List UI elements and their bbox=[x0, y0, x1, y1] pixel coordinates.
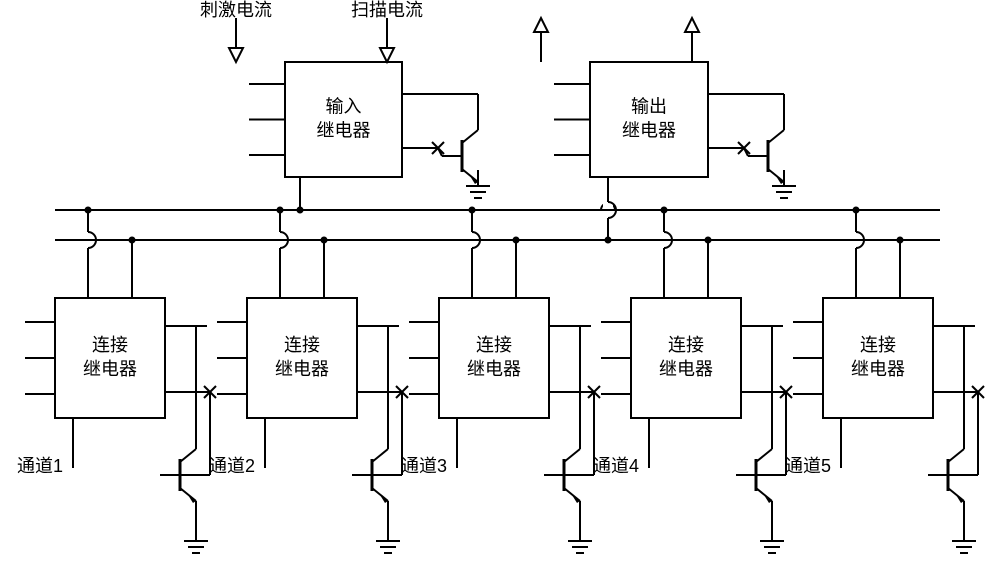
label-stim-current: 刺激电流 bbox=[200, 0, 272, 20]
channel-label-1: 通道1 bbox=[17, 456, 63, 476]
label-scan-current: 扫描电流 bbox=[351, 0, 423, 20]
svg-text:连接: 连接 bbox=[284, 335, 320, 355]
svg-text:输入: 输入 bbox=[326, 96, 362, 116]
svg-text:继电器: 继电器 bbox=[659, 359, 713, 379]
svg-text:继电器: 继电器 bbox=[851, 359, 905, 379]
svg-text:继电器: 继电器 bbox=[275, 359, 329, 379]
channel-label-5: 通道5 bbox=[785, 456, 831, 476]
channel-label-2: 通道2 bbox=[209, 456, 255, 476]
channel-label-4: 通道4 bbox=[593, 456, 639, 476]
svg-text:输出: 输出 bbox=[631, 96, 667, 116]
svg-text:继电器: 继电器 bbox=[467, 359, 521, 379]
svg-text:继电器: 继电器 bbox=[83, 359, 137, 379]
svg-text:继电器: 继电器 bbox=[317, 120, 371, 140]
svg-text:连接: 连接 bbox=[476, 335, 512, 355]
svg-text:继电器: 继电器 bbox=[622, 120, 676, 140]
channel-label-3: 通道3 bbox=[401, 456, 447, 476]
svg-text:连接: 连接 bbox=[860, 335, 896, 355]
svg-text:连接: 连接 bbox=[668, 335, 704, 355]
svg-text:连接: 连接 bbox=[92, 335, 128, 355]
